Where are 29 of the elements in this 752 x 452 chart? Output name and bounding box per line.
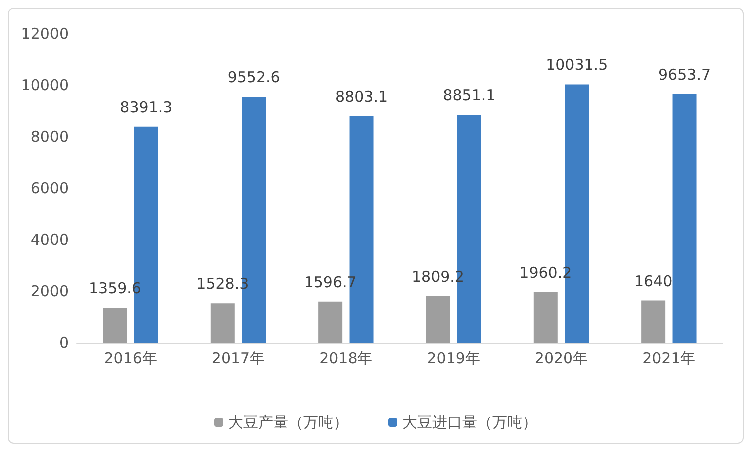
x-tick-label: 2019年 bbox=[427, 350, 480, 368]
data-label: 10031.5 bbox=[546, 56, 608, 74]
y-tick-label: 2000 bbox=[30, 282, 69, 300]
data-label: 8391.3 bbox=[120, 98, 173, 116]
y-tick-label: 0 bbox=[59, 334, 69, 352]
y-tick-label: 8000 bbox=[30, 128, 69, 146]
bar bbox=[672, 94, 697, 343]
data-label: 9552.6 bbox=[228, 68, 280, 87]
bar bbox=[642, 300, 666, 343]
data-label: 9653.7 bbox=[658, 66, 712, 84]
bar bbox=[103, 308, 128, 343]
y-tick-label: 10000 bbox=[21, 76, 69, 94]
bar bbox=[426, 296, 450, 343]
bar bbox=[534, 292, 558, 343]
bar bbox=[210, 304, 235, 343]
x-tick-label: 2016年 bbox=[104, 350, 158, 368]
y-tick-label: 12000 bbox=[21, 25, 69, 43]
y-tick-label: 4000 bbox=[30, 231, 69, 249]
bar bbox=[318, 302, 343, 343]
data-label: 1640 bbox=[634, 272, 673, 290]
data-label: 8803.1 bbox=[336, 88, 388, 106]
legend-label: 大豆进口量（万吨） bbox=[402, 414, 538, 432]
x-tick-label: 2020年 bbox=[534, 350, 588, 368]
x-tick-label: 2021年 bbox=[642, 350, 696, 368]
legend-label: 大豆产量（万吨） bbox=[228, 414, 348, 432]
data-label: 8851.1 bbox=[443, 86, 496, 105]
x-tick-label: 2018年 bbox=[320, 350, 373, 368]
x-tick-label: 2017年 bbox=[212, 350, 266, 368]
y-tick-label: 6000 bbox=[30, 180, 69, 198]
